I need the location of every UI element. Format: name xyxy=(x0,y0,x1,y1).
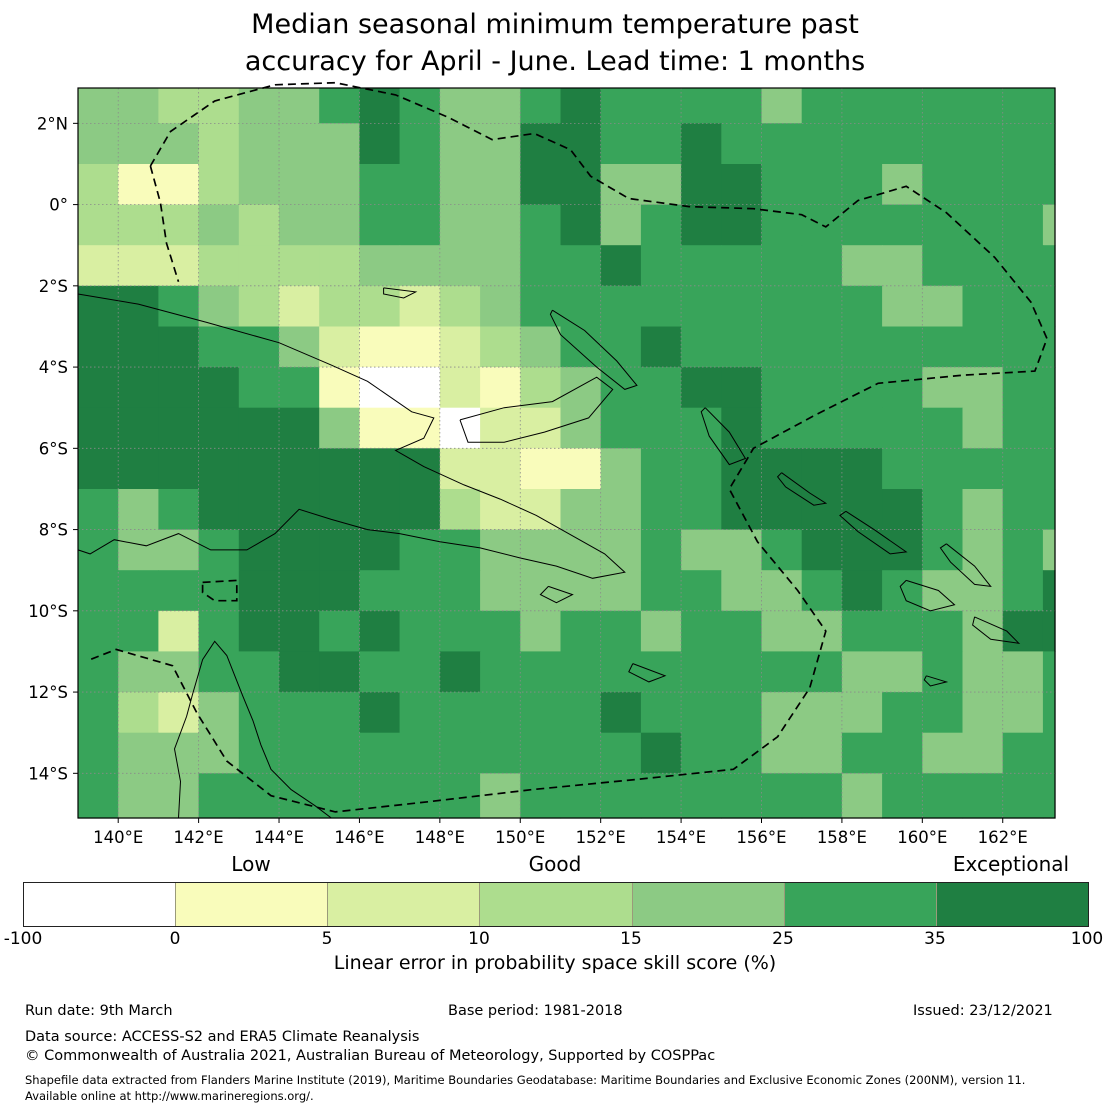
run-date: Run date: 9th March xyxy=(25,1003,173,1019)
y-tick-label: 8°S xyxy=(39,521,68,540)
y-tick-label: 2°S xyxy=(39,277,68,296)
colorbar-tick-label: 100 xyxy=(1070,929,1104,949)
data-source: Data source: ACCESS-S2 and ERA5 Climate … xyxy=(25,1029,420,1045)
colorbar-tick-label: 25 xyxy=(772,929,794,949)
x-tick-label: 154°E xyxy=(656,828,706,847)
graticule xyxy=(78,88,1055,818)
colorbar-caption: Linear error in probability space skill … xyxy=(333,952,777,974)
base-period: Base period: 1981-2018 xyxy=(448,1003,623,1019)
chart-title-line2: accuracy for April - June. Lead time: 1 … xyxy=(244,46,866,77)
y-tick-label: 14°S xyxy=(28,764,68,783)
colorbar-tick-label: 35 xyxy=(924,929,946,949)
y-tick-label: 12°S xyxy=(28,683,68,702)
x-tick-label: 152°E xyxy=(576,828,626,847)
y-tick-label: 0° xyxy=(49,196,68,215)
colorbar-region-label: Exceptional xyxy=(952,852,1070,876)
x-tick-label: 146°E xyxy=(334,828,384,847)
colorbar-tick-label: 15 xyxy=(620,929,642,949)
y-tick-label: 2°N xyxy=(37,114,68,133)
colorbar-segment xyxy=(328,883,481,926)
coastlines xyxy=(77,287,1021,819)
eez-boundary xyxy=(89,81,1048,813)
shapefile-note-line2: Available online at http://www.marinereg… xyxy=(25,1089,314,1103)
issued-date: Issued: 23/12/2021 xyxy=(913,1003,1053,1019)
y-tick-label: 6°S xyxy=(39,439,68,458)
colorbar-segment xyxy=(632,883,785,926)
axis-ticks xyxy=(73,122,1004,823)
colorbar-tick-label: 10 xyxy=(468,929,490,949)
colorbar-bar xyxy=(23,882,1089,927)
copyright: © Commonwealth of Australia 2021, Austra… xyxy=(25,1048,716,1064)
x-tick-label: 142°E xyxy=(174,828,224,847)
map-plot: 140°E 142°E 144°E 146°E 148°E 150°E 152°E 154°E… xyxy=(28,81,1056,847)
colorbar-tick-label: -100 xyxy=(3,929,43,949)
y-tick-label: 10°S xyxy=(28,602,68,621)
shapefile-note-line1: Shapefile data extracted from Flanders M… xyxy=(25,1073,1026,1087)
y-tick-label: 4°S xyxy=(39,358,68,377)
x-tick-label: 148°E xyxy=(415,828,465,847)
x-tick-label: 162°E xyxy=(978,828,1028,847)
x-tick-label: 156°E xyxy=(736,828,786,847)
x-tick-label: 160°E xyxy=(897,828,947,847)
colorbar-segment xyxy=(936,883,1088,926)
chart-title: Median seasonal minimum temperature past… xyxy=(0,6,1110,80)
map-border xyxy=(77,87,1056,819)
colorbar-tick-label: 5 xyxy=(321,929,333,949)
x-tick-label: 144°E xyxy=(254,828,304,847)
x-tick-label: 158°E xyxy=(817,828,867,847)
colorbar-segment xyxy=(480,883,633,926)
axis-tick-labels: 140°E 142°E 144°E 146°E 148°E 150°E 152°E 154°E… xyxy=(28,114,1028,847)
colorbar-region-label: Low xyxy=(231,852,271,876)
colorbar-segment xyxy=(176,883,329,926)
colorbar-region-label: Good xyxy=(528,852,582,876)
colorbar-segment xyxy=(24,883,177,926)
heatmap-cells xyxy=(78,88,1056,819)
x-tick-label: 140°E xyxy=(93,828,143,847)
colorbar-tick-label: 0 xyxy=(169,929,181,949)
chart-title-line1: Median seasonal minimum temperature past xyxy=(251,9,859,40)
colorbar-segment xyxy=(784,883,937,926)
colorbar: Low Good Exceptional -100 0 5 10 15 25 35 100 Lin… xyxy=(0,852,1110,977)
x-tick-label: 150°E xyxy=(495,828,545,847)
